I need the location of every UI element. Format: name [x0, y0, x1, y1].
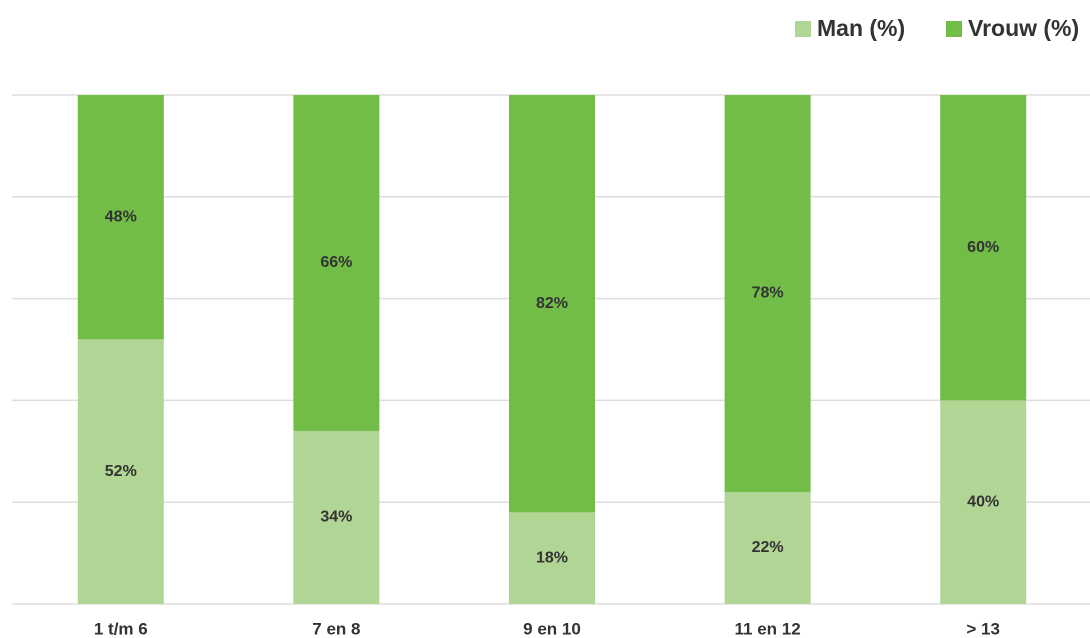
bar-segment [940, 400, 1027, 604]
value-label: 22% [752, 539, 784, 556]
legend-swatch [946, 21, 962, 37]
value-label: 52% [105, 463, 137, 480]
bar-segment [293, 95, 380, 431]
value-label: 18% [536, 549, 568, 566]
x-tick-label: 7 en 8 [312, 619, 360, 638]
legend-swatch [795, 21, 811, 37]
value-label: 40% [967, 493, 999, 510]
bar-segment [940, 95, 1027, 401]
bar-segment [509, 512, 595, 604]
x-tick-label: > 13 [966, 619, 1000, 638]
bar-segment [293, 430, 380, 604]
value-label: 66% [320, 254, 352, 271]
bar-segment [77, 339, 164, 604]
legend-label: Vrouw (%) [968, 15, 1079, 41]
x-tick-label: 9 en 10 [523, 619, 581, 638]
value-label: 48% [105, 208, 137, 225]
bar-segment [724, 492, 811, 604]
x-tick-label: 1 t/m 6 [94, 619, 148, 638]
value-label: 78% [752, 285, 784, 302]
value-label: 82% [536, 295, 568, 312]
legend-label: Man (%) [817, 15, 905, 41]
value-label: 34% [320, 509, 352, 526]
bar-segment [724, 95, 811, 493]
bar-segment [509, 95, 595, 513]
value-label: 60% [967, 239, 999, 256]
bar-segment [77, 95, 164, 340]
x-tick-label: 11 en 12 [735, 619, 801, 638]
